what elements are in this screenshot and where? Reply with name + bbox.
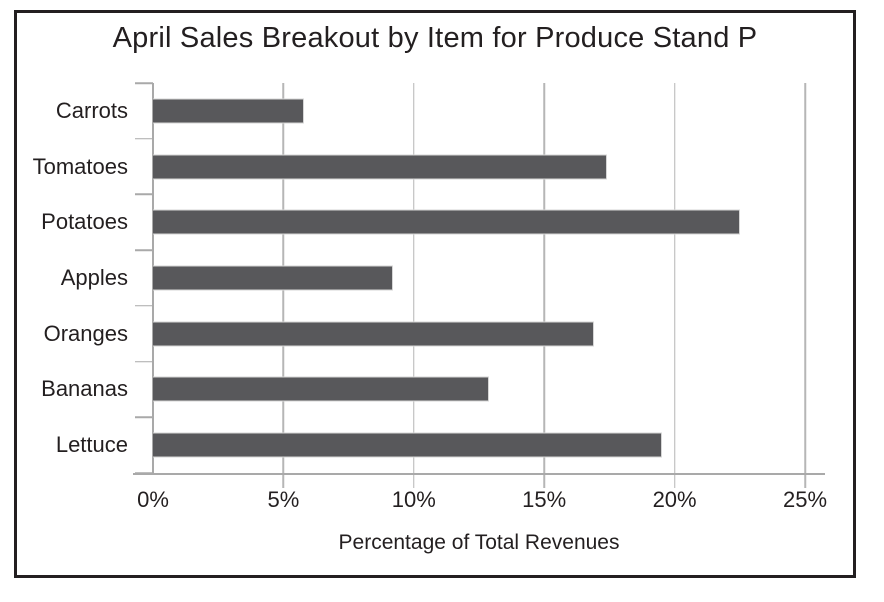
y-axis-tick-4: [135, 305, 153, 307]
x-tick-label-0pct: 0%: [137, 487, 169, 512]
bar-bananas: [153, 376, 490, 402]
y-axis-tick-1: [135, 137, 153, 140]
gridline-10pct: [413, 83, 415, 488]
y-axis-tick-5: [135, 360, 153, 363]
y-axis-tick-7: [135, 472, 153, 474]
x-axis-title: Percentage of Total Revenues: [338, 531, 620, 554]
y-axis-tick-3: [135, 249, 153, 251]
bar-lettuce: [153, 432, 662, 458]
gridline-15pct: [543, 83, 545, 488]
x-tick-label-15pct: 15%: [522, 487, 567, 512]
bar-carrots: [153, 98, 305, 124]
bar-oranges: [153, 321, 594, 347]
bar-apples: [153, 265, 393, 291]
plot-area: 0% 5% 10% 15% 20% 25%: [133, 82, 827, 512]
y-axis-tick-6: [135, 416, 153, 419]
category-label-oranges: Oranges: [43, 320, 128, 346]
chart-frame: [14, 10, 856, 578]
chart-title: April Sales Breakout by Item for Produce…: [112, 22, 758, 54]
gridline-25pct: [804, 83, 806, 488]
x-tick-label-25pct: 25%: [782, 487, 828, 512]
category-label-carrots: Carrots: [55, 97, 128, 123]
category-label-apples: Apples: [60, 265, 128, 290]
bar-potatoes: [153, 209, 740, 235]
gridline-20pct: [673, 83, 676, 488]
x-axis-line: [133, 473, 825, 475]
category-labels: Carrots Tomatoes Potatoes Apples Oranges Bana…: [0, 83, 128, 473]
y-axis-line: [152, 83, 154, 473]
category-label-bananas: Bananas: [41, 376, 128, 402]
category-label-lettuce: Lettuce: [55, 432, 128, 458]
y-axis-tick-0: [135, 82, 153, 84]
category-label-potatoes: Potatoes: [41, 209, 128, 235]
x-tick-label-5pct: 5%: [267, 487, 300, 512]
y-axis-tick-2: [135, 193, 153, 196]
x-tick-label-20pct: 20%: [652, 487, 697, 512]
category-label-tomatoes: Tomatoes: [32, 153, 128, 179]
x-tick-label-10pct: 10%: [391, 487, 436, 512]
bar-tomatoes: [153, 154, 607, 180]
